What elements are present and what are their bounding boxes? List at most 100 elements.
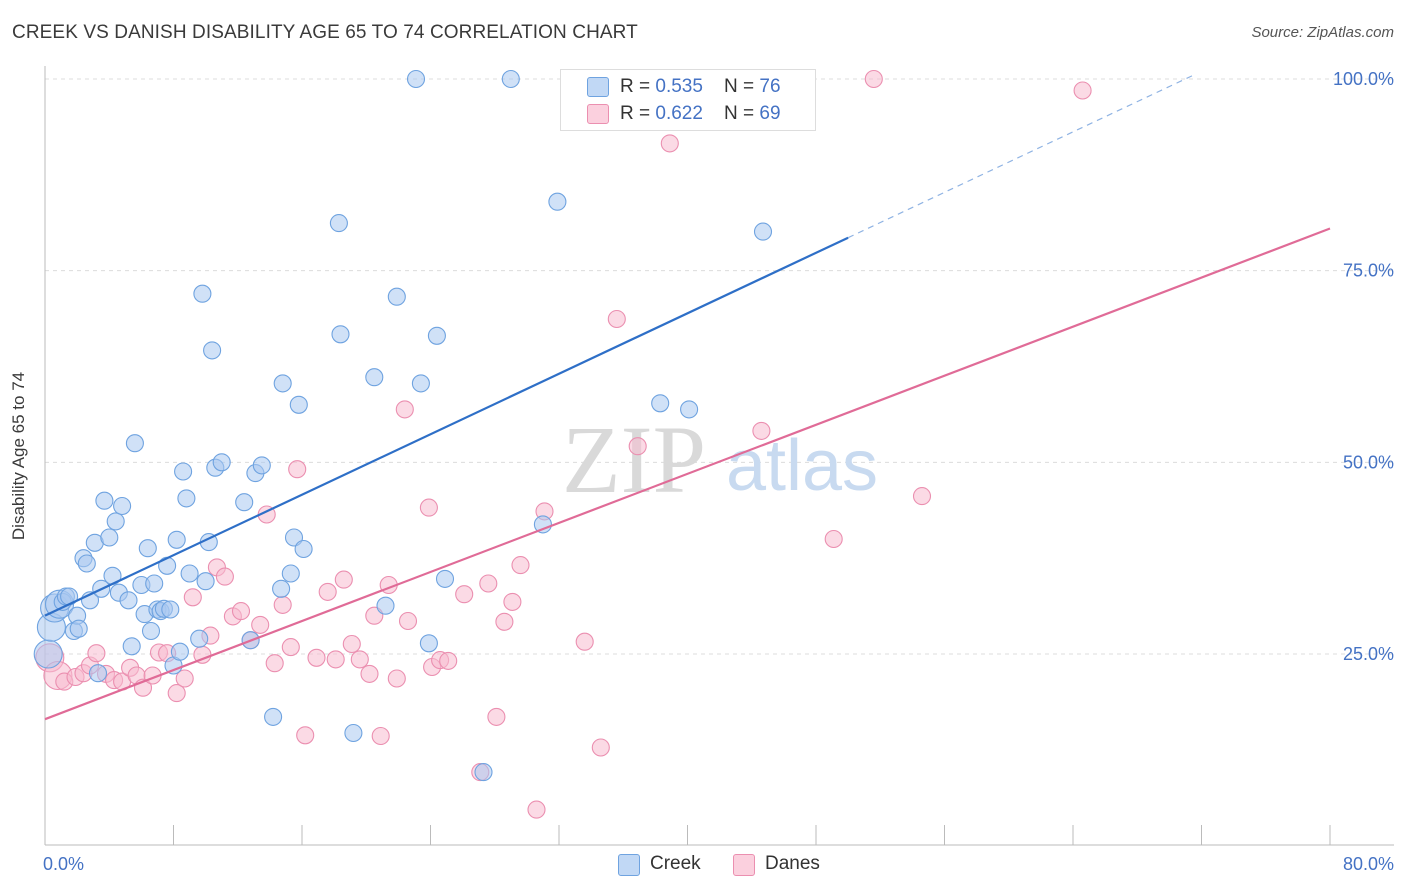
danes-point bbox=[307, 648, 326, 667]
y-tick-label: 50.0% bbox=[1343, 452, 1394, 472]
creek-point bbox=[435, 569, 455, 588]
stats-legend: R = 0.535 N = 76 R = 0.622 N = 69 bbox=[560, 69, 816, 131]
watermark: ZIP atlas bbox=[562, 406, 878, 513]
creek-point bbox=[235, 493, 254, 512]
creek-point bbox=[122, 637, 141, 656]
creek-point bbox=[125, 434, 144, 453]
creek-point bbox=[387, 287, 406, 306]
legend-creek-swatch bbox=[618, 854, 640, 876]
danes-point bbox=[628, 437, 647, 456]
danes-point bbox=[175, 669, 194, 688]
creek-n-value: 76 bbox=[759, 76, 781, 97]
legend-creek-label: Creek bbox=[650, 853, 701, 874]
danes-point bbox=[87, 644, 106, 663]
danes-n-value: 69 bbox=[759, 103, 781, 124]
danes-r-label: R = bbox=[620, 103, 656, 124]
danes-point bbox=[660, 134, 679, 153]
danes-point bbox=[326, 650, 345, 669]
creek-point bbox=[174, 462, 193, 481]
x-tick-label-max: 80.0% bbox=[1343, 854, 1394, 874]
creek-point bbox=[138, 539, 157, 558]
danes-point bbox=[864, 69, 883, 89]
legend-danes-swatch bbox=[733, 854, 755, 876]
danes-point bbox=[288, 460, 307, 479]
danes-point bbox=[487, 707, 506, 726]
danes-r-value: 0.622 bbox=[655, 103, 703, 124]
y-tick-label: 25.0% bbox=[1343, 644, 1394, 664]
creek-point bbox=[170, 642, 189, 661]
creek-point bbox=[419, 634, 438, 653]
y-tick-label: 100.0% bbox=[1333, 69, 1394, 89]
creek-point bbox=[264, 707, 283, 726]
creek-point bbox=[406, 69, 426, 89]
danes-point bbox=[334, 570, 353, 589]
creek-point bbox=[212, 453, 231, 472]
creek-point bbox=[344, 723, 363, 743]
creek-point bbox=[427, 326, 446, 345]
creek-trend-line bbox=[44, 236, 849, 617]
creek-point bbox=[141, 621, 161, 641]
creek-point bbox=[193, 284, 212, 303]
danes-point bbox=[824, 529, 843, 549]
danes-point bbox=[439, 651, 458, 670]
danes-point bbox=[395, 400, 414, 419]
chart-title: CREEK VS DANISH DISABILITY AGE 65 TO 74 … bbox=[12, 22, 638, 43]
creek-point bbox=[548, 192, 567, 211]
creek-point bbox=[180, 564, 199, 583]
danes-point bbox=[495, 612, 514, 631]
danes-point bbox=[455, 585, 474, 604]
creek-point bbox=[753, 222, 773, 241]
danes-point bbox=[183, 588, 202, 607]
data-points bbox=[33, 69, 1092, 819]
creek-trend-extension bbox=[847, 74, 1194, 239]
grid-lines bbox=[45, 78, 1394, 655]
danes-point bbox=[318, 582, 337, 601]
creek-point bbox=[113, 496, 132, 516]
tick-labels: 25.0% 50.0% 75.0% 100.0% 0.0% 80.0% bbox=[43, 69, 1394, 874]
creek-point bbox=[533, 515, 552, 534]
legend-danes-label: Danes bbox=[765, 853, 820, 874]
creek-r-value: 0.535 bbox=[655, 76, 703, 97]
danes-point bbox=[342, 634, 361, 654]
creek-point bbox=[376, 596, 395, 615]
creek-point bbox=[203, 341, 222, 360]
creek-point bbox=[474, 763, 493, 782]
danes-point bbox=[387, 669, 406, 688]
danes-point bbox=[265, 654, 284, 673]
danes-trend-line bbox=[44, 227, 1331, 721]
creek-point bbox=[680, 400, 699, 419]
danes-point bbox=[296, 726, 315, 745]
danes-point bbox=[281, 638, 300, 657]
creek-point bbox=[329, 214, 348, 233]
creek-point bbox=[33, 639, 63, 669]
creek-point bbox=[273, 374, 292, 393]
creek-point bbox=[411, 374, 430, 393]
danes-point bbox=[273, 595, 292, 614]
danes-n-label: N = bbox=[724, 103, 760, 124]
creek-point bbox=[100, 528, 119, 547]
watermark-atlas: atlas bbox=[726, 426, 878, 506]
danes-point bbox=[527, 800, 546, 819]
danes-point bbox=[752, 421, 771, 440]
danes-point bbox=[591, 738, 610, 757]
creek-point bbox=[294, 539, 313, 559]
creek-n-label: N = bbox=[724, 76, 760, 97]
y-tick-label: 75.0% bbox=[1343, 261, 1394, 281]
creek-point bbox=[501, 69, 520, 89]
danes-swatch bbox=[587, 104, 609, 124]
creek-point bbox=[145, 574, 164, 593]
x-tick-label-min: 0.0% bbox=[43, 854, 84, 874]
creek-point bbox=[119, 591, 138, 610]
creek-point bbox=[77, 554, 96, 573]
danes-point bbox=[1073, 81, 1092, 100]
creek-point bbox=[190, 629, 209, 648]
creek-point bbox=[106, 512, 125, 531]
danes-point bbox=[511, 556, 530, 575]
creek-point bbox=[651, 394, 670, 413]
creek-point bbox=[196, 572, 215, 591]
danes-point bbox=[251, 615, 270, 634]
creek-point bbox=[161, 600, 180, 619]
danes-point bbox=[215, 567, 234, 586]
axes bbox=[44, 66, 1394, 846]
